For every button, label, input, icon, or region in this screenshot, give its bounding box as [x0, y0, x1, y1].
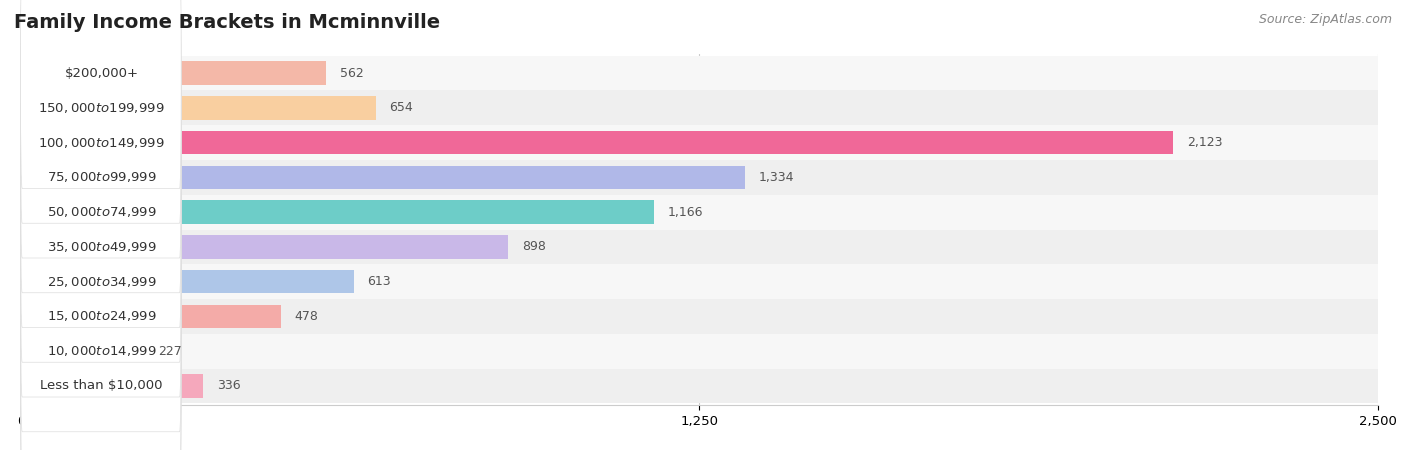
Text: $10,000 to $14,999: $10,000 to $14,999 [46, 344, 156, 358]
FancyBboxPatch shape [21, 166, 181, 397]
Text: Family Income Brackets in Mcminnville: Family Income Brackets in Mcminnville [14, 14, 440, 32]
Bar [21, 230, 1378, 264]
Text: $200,000+: $200,000+ [65, 67, 138, 80]
FancyBboxPatch shape [21, 97, 181, 328]
Bar [21, 339, 145, 363]
Text: 898: 898 [522, 240, 546, 253]
Text: $100,000 to $149,999: $100,000 to $149,999 [38, 135, 165, 149]
Text: $150,000 to $199,999: $150,000 to $199,999 [38, 101, 165, 115]
Bar [21, 56, 1378, 90]
Bar [21, 299, 1378, 334]
Text: 1,166: 1,166 [668, 206, 703, 219]
Bar [21, 61, 326, 85]
Bar [21, 200, 654, 224]
Text: Less than $10,000: Less than $10,000 [41, 379, 163, 392]
Bar [21, 131, 1173, 154]
Bar [21, 90, 1378, 125]
Bar [21, 96, 375, 120]
Bar [21, 270, 354, 293]
FancyBboxPatch shape [21, 201, 181, 432]
Text: 613: 613 [367, 275, 391, 288]
Text: $15,000 to $24,999: $15,000 to $24,999 [46, 310, 156, 324]
Bar [21, 125, 1378, 160]
Bar [21, 235, 509, 259]
Bar [21, 160, 1378, 195]
Text: 562: 562 [340, 67, 363, 80]
Bar [21, 369, 1378, 403]
Bar [21, 264, 1378, 299]
Text: Source: ZipAtlas.com: Source: ZipAtlas.com [1258, 14, 1392, 27]
Text: 1,334: 1,334 [759, 171, 794, 184]
FancyBboxPatch shape [21, 270, 181, 450]
Bar [21, 374, 204, 398]
Text: 478: 478 [294, 310, 318, 323]
Bar [21, 195, 1378, 230]
Text: $75,000 to $99,999: $75,000 to $99,999 [46, 171, 156, 184]
Text: $50,000 to $74,999: $50,000 to $74,999 [46, 205, 156, 219]
Text: 654: 654 [389, 101, 413, 114]
Text: 336: 336 [217, 379, 240, 392]
FancyBboxPatch shape [21, 27, 181, 258]
FancyBboxPatch shape [21, 62, 181, 293]
Text: 227: 227 [157, 345, 181, 358]
FancyBboxPatch shape [21, 236, 181, 450]
Text: $35,000 to $49,999: $35,000 to $49,999 [46, 240, 156, 254]
Bar [21, 305, 281, 328]
FancyBboxPatch shape [21, 0, 181, 189]
Bar [21, 166, 745, 189]
Text: 2,123: 2,123 [1187, 136, 1222, 149]
Bar [21, 334, 1378, 369]
Text: $25,000 to $34,999: $25,000 to $34,999 [46, 274, 156, 288]
FancyBboxPatch shape [21, 131, 181, 362]
FancyBboxPatch shape [21, 0, 181, 223]
